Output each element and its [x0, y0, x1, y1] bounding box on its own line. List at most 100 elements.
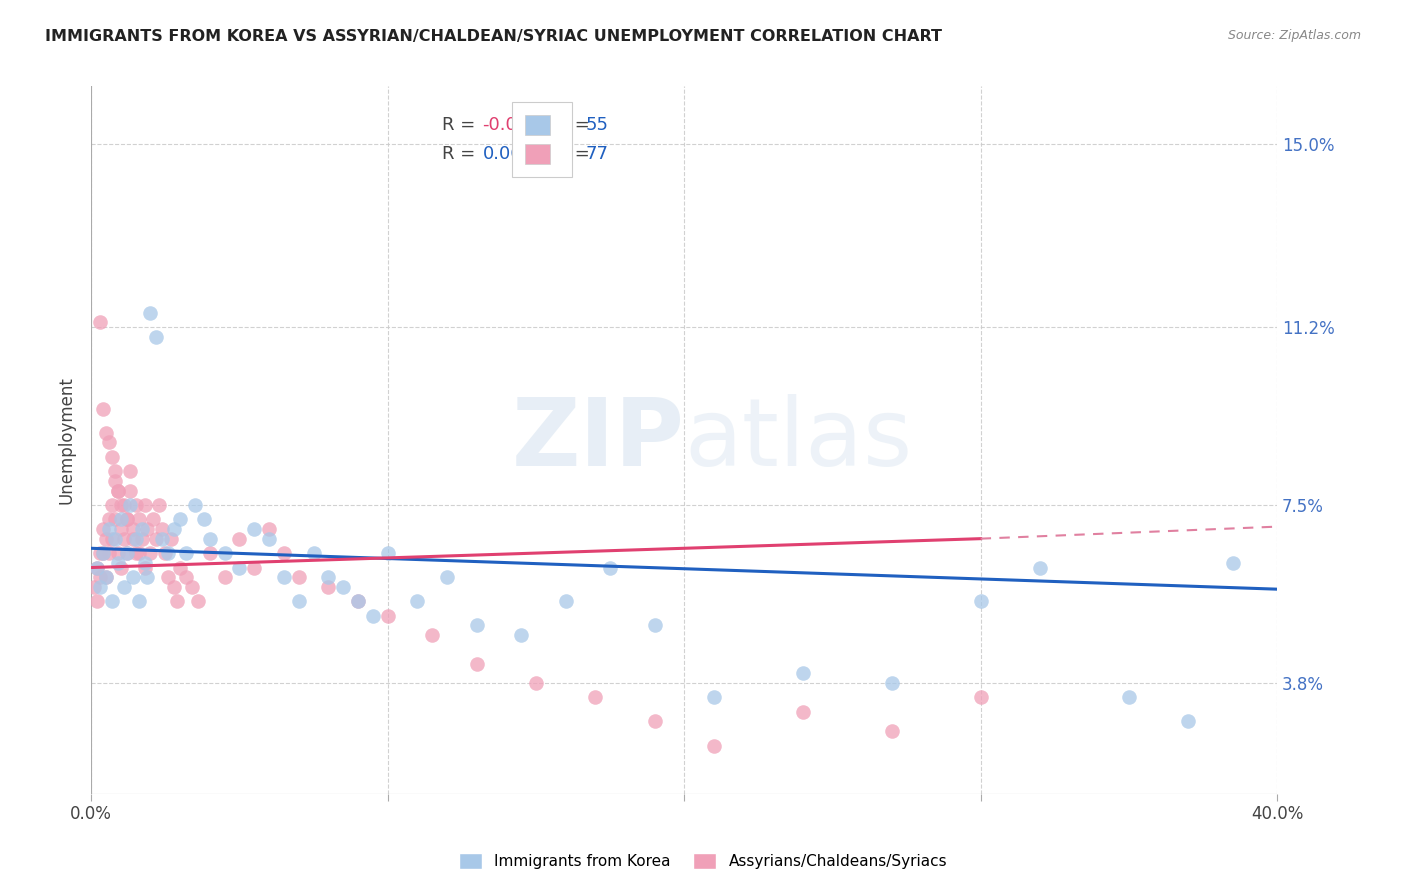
- Point: [83, 580, 105, 594]
- Point: [169, 512, 191, 526]
- Point: [169, 560, 191, 574]
- Point: [157, 570, 180, 584]
- Point: [128, 594, 150, 608]
- Point: [969, 690, 991, 705]
- Point: [377, 608, 399, 623]
- Point: [465, 618, 488, 632]
- Point: [318, 580, 340, 594]
- Text: atlas: atlas: [685, 394, 912, 486]
- Point: [302, 546, 325, 560]
- Point: [198, 532, 221, 546]
- Text: 0.063: 0.063: [482, 145, 534, 162]
- Text: R =: R =: [443, 145, 481, 162]
- Point: [124, 498, 146, 512]
- Point: [703, 690, 725, 705]
- Point: [145, 532, 167, 546]
- Point: [148, 498, 170, 512]
- Point: [112, 498, 135, 512]
- Point: [524, 676, 547, 690]
- Point: [97, 546, 120, 560]
- Text: N =: N =: [544, 116, 596, 135]
- Point: [1222, 556, 1244, 570]
- Point: [115, 512, 138, 526]
- Point: [118, 464, 141, 478]
- Point: [287, 570, 309, 584]
- Point: [214, 570, 236, 584]
- Point: [273, 546, 295, 560]
- Point: [121, 570, 143, 584]
- Point: [142, 512, 165, 526]
- Point: [110, 560, 132, 574]
- Point: [101, 532, 124, 546]
- Point: [91, 522, 114, 536]
- Point: [94, 570, 117, 584]
- Point: [128, 546, 150, 560]
- Point: [599, 560, 621, 574]
- Point: [703, 739, 725, 753]
- Point: [163, 580, 186, 594]
- Point: [1118, 690, 1140, 705]
- Point: [89, 580, 111, 594]
- Point: [332, 580, 354, 594]
- Point: [104, 512, 127, 526]
- Point: [347, 594, 370, 608]
- Point: [465, 657, 488, 671]
- Point: [377, 546, 399, 560]
- Point: [347, 594, 370, 608]
- Point: [193, 512, 215, 526]
- Point: [136, 570, 159, 584]
- Point: [257, 522, 280, 536]
- Y-axis label: Unemployment: Unemployment: [58, 376, 75, 504]
- Point: [118, 498, 141, 512]
- Point: [157, 546, 180, 560]
- Point: [97, 522, 120, 536]
- Point: [107, 546, 129, 560]
- Point: [644, 714, 666, 729]
- Point: [228, 560, 250, 574]
- Point: [131, 532, 153, 546]
- Point: [115, 546, 138, 560]
- Point: [243, 560, 266, 574]
- Point: [112, 580, 135, 594]
- Point: [128, 512, 150, 526]
- Point: [583, 690, 606, 705]
- Point: [644, 618, 666, 632]
- Point: [86, 560, 108, 574]
- Point: [124, 546, 146, 560]
- Point: [257, 532, 280, 546]
- Point: [94, 532, 117, 546]
- Point: [198, 546, 221, 560]
- Point: [101, 594, 124, 608]
- Point: [110, 522, 132, 536]
- Point: [134, 560, 156, 574]
- Text: IMMIGRANTS FROM KOREA VS ASSYRIAN/CHALDEAN/SYRIAC UNEMPLOYMENT CORRELATION CHART: IMMIGRANTS FROM KOREA VS ASSYRIAN/CHALDE…: [45, 29, 942, 44]
- Point: [243, 522, 266, 536]
- Point: [107, 556, 129, 570]
- Point: [107, 483, 129, 498]
- Point: [89, 315, 111, 329]
- Point: [187, 594, 209, 608]
- Point: [1177, 714, 1199, 729]
- Point: [115, 546, 138, 560]
- Point: [101, 498, 124, 512]
- Point: [94, 425, 117, 440]
- Point: [214, 546, 236, 560]
- Point: [97, 435, 120, 450]
- Point: [121, 532, 143, 546]
- Point: [94, 570, 117, 584]
- Point: [163, 522, 186, 536]
- Point: [110, 498, 132, 512]
- Point: [969, 594, 991, 608]
- Point: [124, 532, 146, 546]
- Point: [420, 628, 443, 642]
- Text: 55: 55: [586, 116, 609, 135]
- Point: [160, 532, 183, 546]
- Point: [436, 570, 458, 584]
- Point: [287, 594, 309, 608]
- Point: [792, 705, 814, 719]
- Point: [150, 522, 173, 536]
- Point: [150, 532, 173, 546]
- Text: N =: N =: [544, 145, 596, 162]
- Text: 77: 77: [586, 145, 609, 162]
- Point: [554, 594, 576, 608]
